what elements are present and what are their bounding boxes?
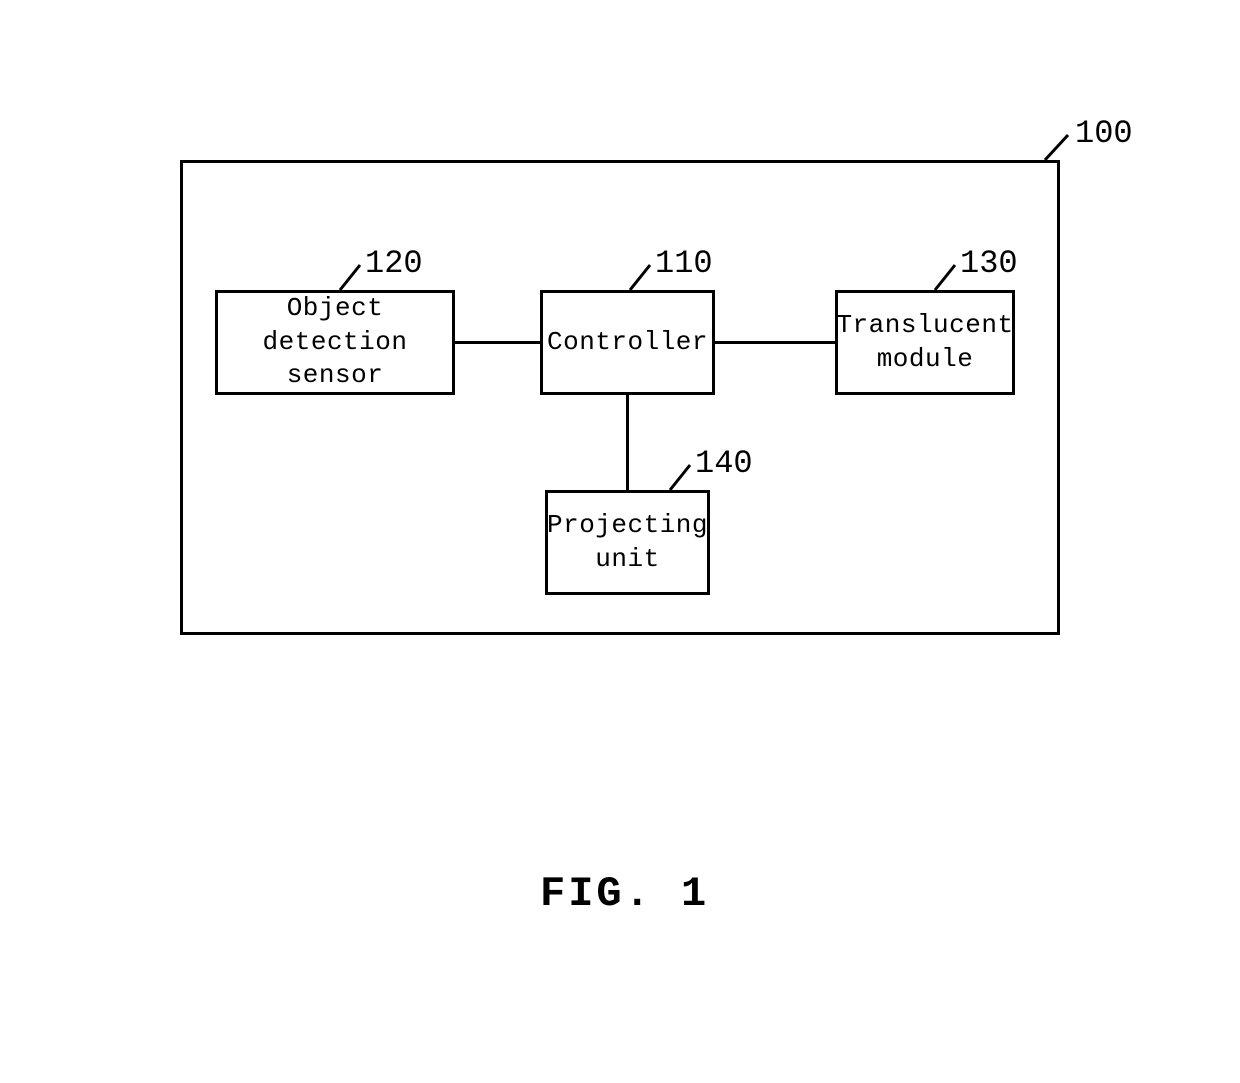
node-sensor-label-1: Object detection bbox=[218, 292, 452, 360]
ref-label-100: 100 bbox=[1075, 115, 1133, 152]
node-projecting: Projecting unit bbox=[545, 490, 710, 595]
ref-label-120: 120 bbox=[365, 245, 423, 282]
ref-tick-100 bbox=[1040, 128, 1075, 168]
ref-label-130: 130 bbox=[960, 245, 1018, 282]
node-translucent-label-2: module bbox=[877, 343, 974, 377]
node-controller-label-1: Controller bbox=[547, 326, 708, 360]
node-projecting-label-2: unit bbox=[595, 543, 659, 577]
edge-controller-projecting bbox=[626, 395, 629, 490]
edge-controller-translucent bbox=[715, 341, 835, 344]
node-controller: Controller bbox=[540, 290, 715, 395]
ref-label-140: 140 bbox=[695, 445, 753, 482]
node-projecting-label-1: Projecting bbox=[547, 509, 708, 543]
node-translucent-label-1: Translucent bbox=[836, 309, 1013, 343]
node-sensor-label-2: sensor bbox=[287, 359, 384, 393]
node-sensor: Object detection sensor bbox=[215, 290, 455, 395]
ref-label-110: 110 bbox=[655, 245, 713, 282]
figure-caption: FIG. 1 bbox=[540, 870, 709, 918]
edge-sensor-controller bbox=[455, 341, 540, 344]
node-translucent: Translucent module bbox=[835, 290, 1015, 395]
